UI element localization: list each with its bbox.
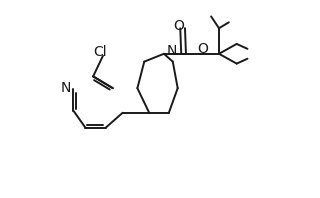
Text: O: O [173,19,184,33]
Text: N: N [166,44,177,58]
Text: O: O [197,42,208,56]
Text: Cl: Cl [93,45,107,59]
Text: N: N [61,81,71,95]
